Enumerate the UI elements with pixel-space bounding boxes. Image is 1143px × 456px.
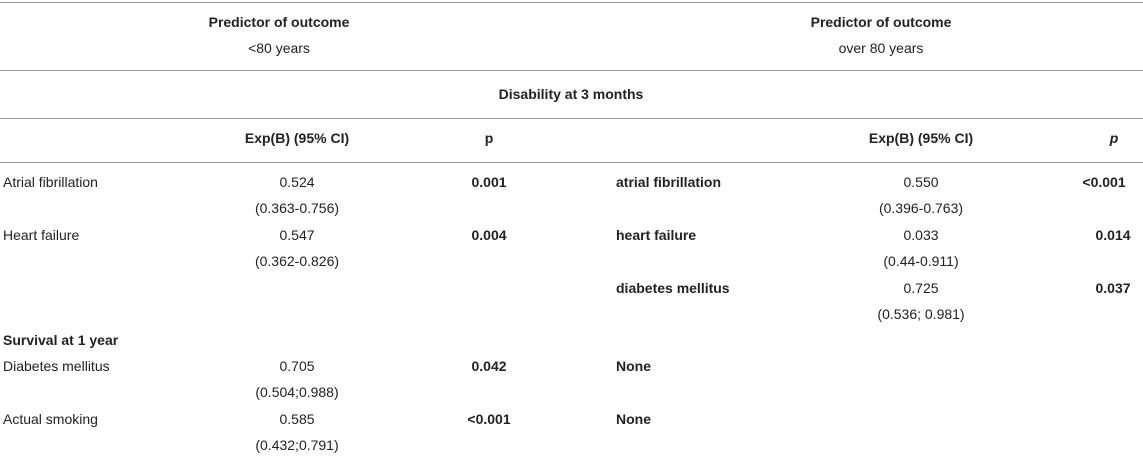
- right-group-title: Predictor of outcome: [810, 14, 952, 30]
- right-exp-value: 0.550: [903, 174, 939, 190]
- left-exp-value: 0.585: [279, 411, 315, 427]
- right-row-label: None: [616, 358, 651, 374]
- left-p-value: 0.042: [471, 358, 507, 374]
- left-row-label: Heart failure: [3, 227, 80, 243]
- right-row-label: atrial fibrillation: [616, 174, 722, 190]
- left-group-title: Predictor of outcome: [208, 14, 350, 30]
- left-ci-value: (0.363-0.756): [254, 200, 340, 216]
- column-header-right-ci: Exp(B) (95% CI): [868, 130, 974, 146]
- section-divider: [0, 118, 1143, 119]
- right-exp-value: 0.033: [903, 227, 939, 243]
- right-ci-value: (0.536; 0.981): [877, 306, 965, 322]
- left-row-label: Atrial fibrillation: [3, 174, 98, 190]
- right-row-label: heart failure: [616, 227, 697, 243]
- left-ci-value: (0.504;0.988): [255, 384, 339, 400]
- left-row-label: Diabetes mellitus: [3, 358, 110, 374]
- left-exp-value: 0.547: [279, 227, 315, 243]
- left-group-subtitle: <80 years: [248, 40, 310, 56]
- right-exp-value: 0.725: [903, 280, 939, 296]
- left-row-label: Actual smoking: [3, 411, 98, 427]
- column-header-left-p: p: [484, 130, 494, 146]
- right-ci-value: (0.396-0.763): [878, 200, 964, 216]
- header-divider: [0, 70, 1143, 71]
- right-group-subtitle: over 80 years: [838, 40, 924, 56]
- right-p-value: 0.037: [1095, 280, 1131, 296]
- left-exp-value: 0.524: [279, 174, 315, 190]
- column-header-right-p: p: [1109, 130, 1119, 146]
- column-header-left-ci: Exp(B) (95% CI): [244, 130, 350, 146]
- left-p-value: 0.001: [471, 174, 507, 190]
- right-p-value: 0.014: [1095, 227, 1131, 243]
- left-ci-value: (0.432;0.791): [255, 437, 339, 453]
- left-ci-value: (0.362-0.826): [254, 253, 340, 269]
- right-ci-value: (0.44-0.911): [883, 253, 959, 269]
- section-heading-disability: Disability at 3 months: [498, 86, 644, 102]
- right-p-value: <0.001: [1082, 174, 1126, 190]
- column-header-divider: [0, 162, 1143, 163]
- left-p-value: 0.004: [471, 227, 507, 243]
- right-row-label: None: [616, 411, 651, 427]
- right-row-label: diabetes mellitus: [616, 280, 730, 296]
- left-p-value: <0.001: [467, 411, 511, 427]
- table-top-rule: [0, 2, 1143, 3]
- left-exp-value: 0.705: [279, 358, 315, 374]
- section-heading-survival: Survival at 1 year: [3, 332, 119, 348]
